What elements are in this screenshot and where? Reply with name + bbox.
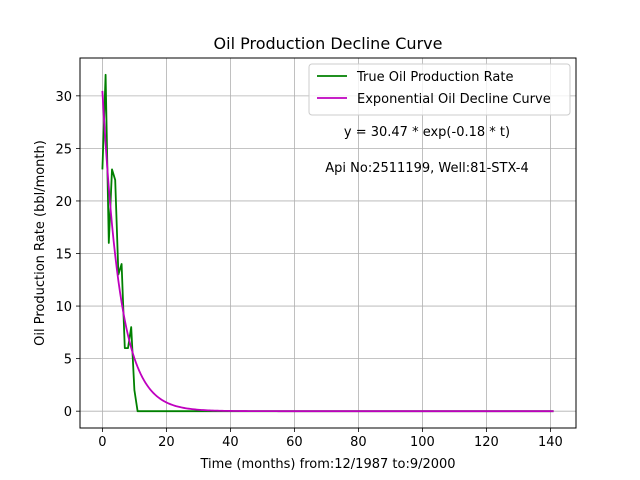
legend-label-exponential-curve: Exponential Oil Decline Curve	[357, 92, 551, 107]
well-annotation: Api No:2511199, Well:81-STX-4	[325, 161, 528, 176]
x-tick-label: 0	[98, 435, 106, 450]
legend-label-true-rate: True Oil Production Rate	[356, 70, 513, 85]
x-tick-label: 20	[158, 435, 175, 450]
y-tick-label: 30	[55, 90, 72, 105]
y-tick-label: 10	[55, 300, 72, 315]
series-group	[101, 73, 554, 413]
x-tick-label: 80	[350, 435, 367, 450]
ticks: 0 20 40 60 80 100 120 140 0 5 10 15 20 25 30	[55, 90, 562, 450]
x-tick-label: 120	[474, 435, 499, 450]
chart-title: Oil Production Decline Curve	[214, 34, 443, 53]
x-tick-label: 140	[538, 435, 563, 450]
x-tick-label: 100	[410, 435, 435, 450]
series-line-exponential-curve	[101, 90, 554, 413]
legend-box	[308, 63, 571, 116]
y-tick-label: 20	[55, 195, 72, 210]
y-tick-label: 25	[55, 142, 72, 157]
plot-frame	[79, 57, 577, 429]
legend: True Oil Production Rate Exponential Oil…	[308, 63, 571, 116]
y-axis-label: Oil Production Rate (bbl/month)	[33, 140, 48, 346]
y-tick-label: 0	[64, 405, 72, 420]
x-axis-label: Time (months) from:12/1987 to:9/2000	[199, 457, 455, 472]
equation-annotation: y = 30.47 * exp(-0.18 * t)	[344, 125, 510, 140]
y-tick-label: 5	[64, 353, 72, 368]
y-tick-label: 15	[55, 248, 72, 263]
x-tick-label: 40	[222, 435, 239, 450]
x-tick-label: 60	[286, 435, 303, 450]
